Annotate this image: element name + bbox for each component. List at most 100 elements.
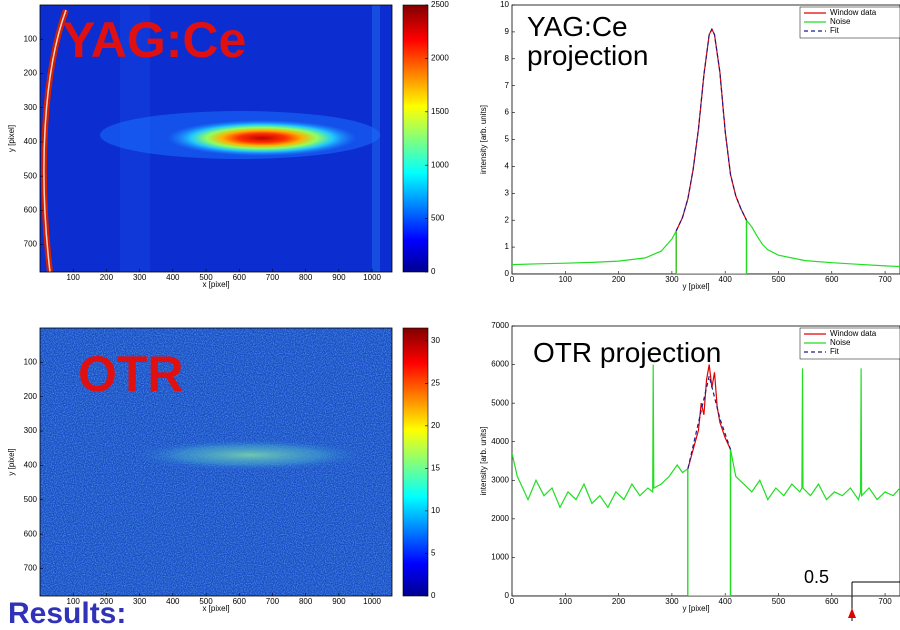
x-tick-label: 100 [559, 275, 573, 284]
series-line [512, 364, 900, 596]
x-tick-label: 300 [133, 597, 147, 606]
overlay-title: YAG:Ce projection [527, 11, 649, 72]
y-tick-label: 9 [505, 27, 510, 36]
x-tick-label: 100 [559, 597, 573, 606]
x-tick-label: 200 [612, 275, 626, 284]
y-tick-label: 6 [505, 108, 510, 117]
overlay-title: OTR projection [533, 337, 722, 368]
yag-image [40, 5, 392, 273]
series-line [687, 375, 732, 469]
series-line [512, 218, 900, 274]
x-tick-label: 700 [266, 273, 280, 282]
colorbar-tick-label: 15 [431, 463, 440, 472]
x-tick-label: 700 [878, 597, 892, 606]
colorbar-tick-label: 500 [431, 214, 445, 223]
x-tick-label: 500 [199, 597, 213, 606]
x-tick-label: 400 [166, 273, 180, 282]
x-tick-label: 600 [233, 273, 247, 282]
y-tick-label: 200 [24, 69, 38, 78]
otr-image [40, 328, 392, 596]
y-axis-label: intensity [arb. units] [479, 105, 488, 174]
x-tick-label: 400 [166, 597, 180, 606]
y-tick-label: 4 [505, 162, 510, 171]
y-tick-label: 400 [24, 461, 38, 470]
x-tick-label: 200 [100, 597, 114, 606]
colorbar-tick-label: 25 [431, 378, 440, 387]
colorbar [402, 4, 429, 273]
y-tick-label: 7000 [491, 321, 509, 330]
annotation-box [851, 581, 900, 621]
plot-lines [512, 27, 900, 274]
legend-label: Fit [830, 26, 840, 35]
axes-frame [39, 327, 393, 597]
x-tick-label: 800 [299, 597, 313, 606]
y-tick-label: 1 [505, 242, 510, 251]
y-tick-label: 5000 [491, 398, 509, 407]
y-tick-label: 1000 [491, 553, 509, 562]
series-line [675, 27, 748, 232]
x-tick-label: 600 [825, 597, 839, 606]
x-axis-label: x [pixel] [202, 604, 229, 613]
annotation-arrow [848, 608, 856, 618]
y-tick-label: 500 [24, 171, 38, 180]
y-tick-label: 4000 [491, 437, 509, 446]
y-tick-label: 600 [24, 529, 38, 538]
x-tick-label: 600 [233, 597, 247, 606]
overlay-title: OTR [78, 346, 184, 402]
y-tick-label: 5 [505, 135, 510, 144]
x-tick-label: 300 [665, 597, 679, 606]
y-axis-label: intensity [arb. units] [479, 427, 488, 496]
x-tick-label: 500 [772, 597, 786, 606]
y-tick-label: 600 [24, 205, 38, 214]
y-tick-label: 300 [24, 426, 38, 435]
colorbar-tick-label: 0 [431, 591, 436, 600]
colorbar-tick-label: 30 [431, 336, 440, 345]
y-tick-label: 300 [24, 103, 38, 112]
x-tick-label: 300 [665, 275, 679, 284]
colorbar-tick-label: 1000 [431, 160, 449, 169]
x-tick-label: 900 [332, 597, 346, 606]
annotation: 0.5 [804, 567, 830, 587]
x-tick-label: 400 [719, 275, 733, 284]
colorbar-tick-label: 10 [431, 506, 440, 515]
colorbar-tick-label: 20 [431, 421, 440, 430]
x-tick-label: 1000 [363, 273, 381, 282]
y-tick-label: 500 [24, 495, 38, 504]
y-tick-label: 0 [505, 591, 510, 600]
x-axis-label: y [pixel] [682, 282, 709, 291]
legend-label: Noise [830, 338, 851, 347]
y-tick-label: 10 [500, 0, 509, 9]
x-tick-label: 200 [100, 273, 114, 282]
colorbar-tick-label: 2500 [431, 0, 449, 9]
y-tick-label: 400 [24, 137, 38, 146]
x-tick-label: 0 [510, 275, 515, 284]
legend-label: Window data [830, 8, 877, 17]
axes-frame [39, 4, 393, 273]
x-tick-label: 700 [878, 275, 892, 284]
colorbar-tick-label: 2000 [431, 54, 449, 63]
x-tick-label: 500 [199, 273, 213, 282]
legend-label: Window data [830, 329, 877, 338]
y-tick-label: 2 [505, 215, 510, 224]
series-line [512, 364, 900, 596]
x-tick-label: 300 [133, 273, 147, 282]
overlay-title: YAG:Ce [62, 12, 247, 68]
x-tick-label: 500 [772, 275, 786, 284]
colorbar-tick-label: 0 [431, 267, 436, 276]
y-axis-label: y [pixel] [7, 448, 16, 475]
x-axis-label: x [pixel] [202, 280, 229, 289]
x-tick-label: 800 [299, 273, 313, 282]
colorbar-tick-label: 1500 [431, 107, 449, 116]
colorbar-tick-label: 5 [431, 549, 436, 558]
y-tick-label: 100 [24, 34, 38, 43]
x-tick-label: 700 [266, 597, 280, 606]
y-tick-label: 3 [505, 188, 510, 197]
y-tick-label: 0 [505, 269, 510, 278]
x-tick-label: 900 [332, 273, 346, 282]
x-tick-label: 400 [719, 597, 733, 606]
x-tick-label: 200 [612, 597, 626, 606]
y-tick-label: 6000 [491, 360, 509, 369]
y-tick-label: 8 [505, 54, 510, 63]
